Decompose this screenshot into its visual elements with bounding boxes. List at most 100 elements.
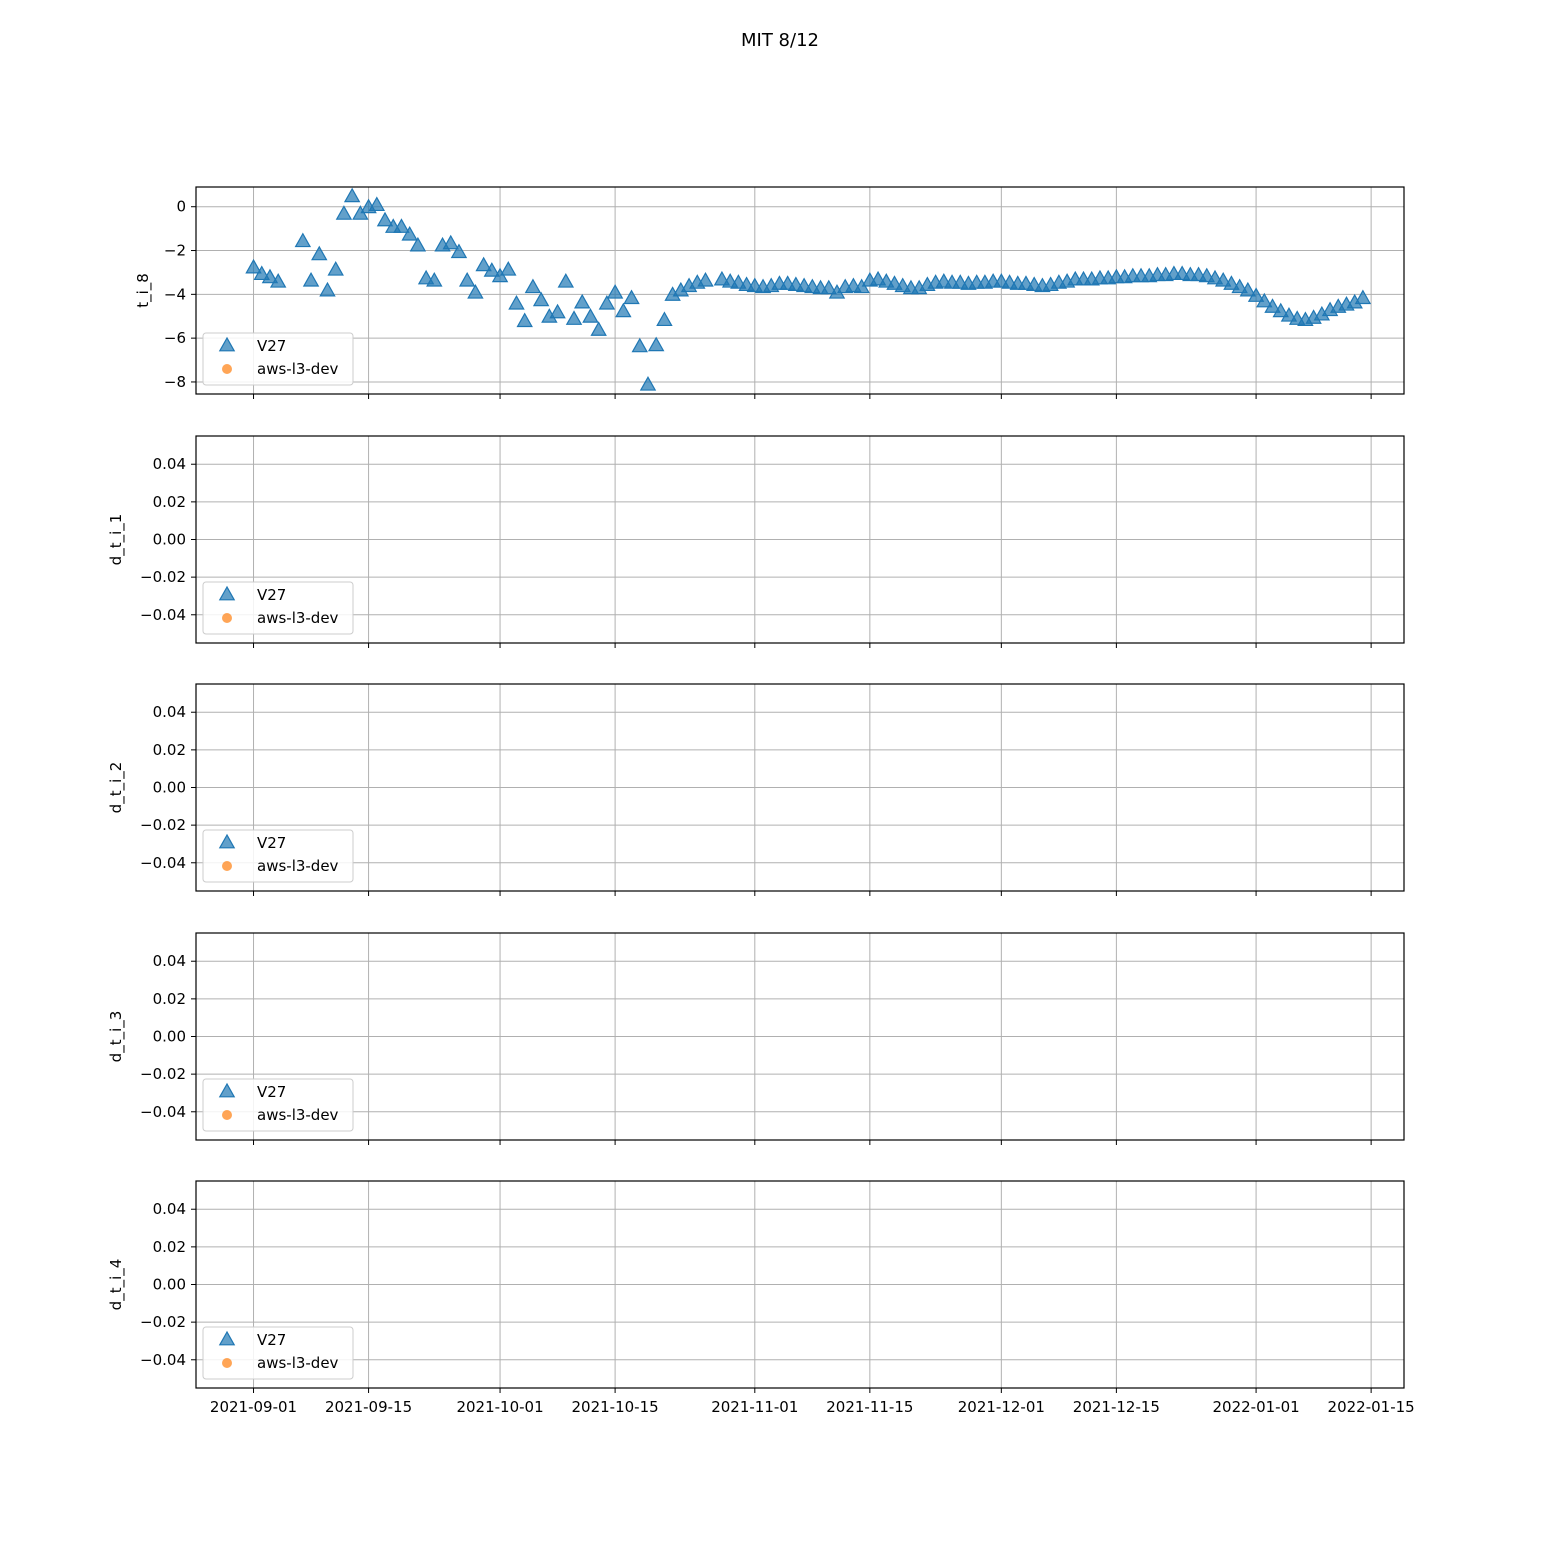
legend-box: [202, 581, 354, 635]
y-tick-label: 0.02: [153, 1238, 186, 1256]
panel-t_i_8: 0 −2 −4 −6 −8 t_i_8 V27 aws-l3-dev: [134, 186, 1405, 399]
axes-frame: [195, 683, 1405, 892]
y-tick-label: 0.02: [153, 741, 186, 759]
data-point: [500, 261, 517, 276]
data-point: [516, 312, 533, 328]
data-point: [606, 284, 624, 299]
data-point: [524, 278, 542, 294]
legend: V27 aws-l3-dev: [202, 332, 354, 386]
data-point: [483, 262, 501, 277]
y-tick-label: −0.02: [140, 1313, 186, 1331]
x-tick-label: 2021-09-01: [210, 1398, 297, 1416]
axes-frame: [195, 932, 1405, 1141]
legend: V27 aws-l3-dev: [202, 829, 354, 883]
legend-circle-marker: [222, 1110, 232, 1120]
legend-box: [202, 332, 354, 386]
y-tick-label: −0.02: [140, 568, 186, 586]
data-point: [574, 293, 591, 309]
y-tick-label: 0.02: [153, 990, 186, 1008]
y-tick-label: −0.04: [140, 1103, 186, 1121]
data-point: [1214, 271, 1232, 287]
data-point: [697, 271, 714, 287]
data-point: [335, 205, 353, 220]
data-point: [590, 321, 607, 336]
data-point: [631, 337, 648, 353]
data-point: [1223, 275, 1240, 290]
data-point: [401, 225, 418, 241]
legend-label: V27: [257, 1331, 286, 1349]
x-tick-label: 2021-11-01: [711, 1398, 798, 1416]
x-tick-label: 2022-01-15: [1328, 1398, 1415, 1416]
data-point: [319, 281, 336, 297]
data-point: [1264, 298, 1281, 313]
legend-triangle-marker: [218, 1330, 236, 1346]
legend-triangle-marker: [218, 1082, 236, 1098]
data-point: [565, 310, 583, 325]
y-tick-label: 0: [176, 198, 186, 216]
y-tick-label: −6: [164, 329, 186, 347]
data-point: [820, 279, 837, 295]
legend-label: V27: [257, 337, 286, 355]
data-point: [245, 258, 262, 274]
data-point: [532, 291, 550, 307]
data-point: [1247, 287, 1265, 302]
legend-box: [202, 1078, 354, 1132]
x-tick-label: 2021-11-15: [826, 1398, 913, 1416]
y-tick-label: −0.02: [140, 816, 186, 834]
data-point: [458, 271, 476, 287]
data-point: [598, 294, 616, 310]
y-tick-label: −0.02: [140, 1065, 186, 1083]
data-point: [656, 311, 673, 327]
data-point: [426, 271, 443, 287]
panel-d_t_i_3: 0.04 0.02 0.00 −0.02 −0.04 d_t_i_3 V27 aws-l3-d…: [107, 932, 1405, 1145]
legend-label: aws-l3-dev: [257, 360, 339, 378]
legend-triangle-marker: [218, 336, 236, 352]
y-axis-label: d_t_i_1: [107, 514, 126, 566]
panel-d_t_i_2: 0.04 0.02 0.00 −0.02 −0.04 d_t_i_2 V27 aws-l3-d…: [107, 683, 1405, 896]
data-point: [623, 289, 640, 305]
x-tick-label: 2021-10-15: [572, 1398, 659, 1416]
legend: V27 aws-l3-dev: [202, 1326, 354, 1380]
legend-label: aws-l3-dev: [257, 609, 339, 627]
legend-label: aws-l3-dev: [257, 1354, 339, 1372]
data-point: [1280, 307, 1298, 322]
legend-circle-marker: [222, 364, 232, 374]
data-point: [615, 302, 632, 318]
y-tick-label: 0.00: [153, 779, 186, 797]
y-tick-label: −0.04: [140, 1351, 186, 1369]
y-tick-label: 0.04: [153, 1200, 186, 1218]
data-point: [1354, 289, 1372, 305]
legend-circle-marker: [222, 613, 232, 623]
legend-circle-marker: [222, 861, 232, 871]
data-point: [475, 256, 492, 272]
data-point: [467, 284, 484, 299]
y-tick-label: 0.04: [153, 952, 186, 970]
x-tick-label: 2022-01-01: [1212, 1398, 1299, 1416]
legend-label: V27: [257, 834, 286, 852]
legend-box: [202, 1326, 354, 1380]
data-point: [647, 336, 665, 352]
axes-frame: [195, 435, 1405, 644]
y-tick-label: −0.04: [140, 854, 186, 872]
x-tick-label: 2021-10-01: [456, 1398, 543, 1416]
axes-frame: [195, 186, 1405, 395]
data-point: [253, 265, 270, 281]
y-tick-label: 0.00: [153, 1028, 186, 1046]
y-tick-label: −8: [164, 373, 186, 391]
data-point: [557, 273, 575, 288]
data-point: [311, 245, 328, 261]
legend-triangle-marker: [218, 833, 236, 849]
x-tick-label: 2021-12-01: [958, 1398, 1045, 1416]
legend-box: [202, 829, 354, 883]
data-point: [368, 196, 386, 212]
legend: V27 aws-l3-dev: [202, 1078, 354, 1132]
data-point: [1239, 281, 1257, 297]
data-point: [1231, 278, 1248, 294]
data-point: [582, 308, 599, 323]
y-tick-label: 0.02: [153, 493, 186, 511]
data-point: [393, 218, 410, 233]
x-tick-label: 2021-12-15: [1073, 1398, 1160, 1416]
legend-label: aws-l3-dev: [257, 857, 339, 875]
axes-frame: [195, 1180, 1405, 1389]
